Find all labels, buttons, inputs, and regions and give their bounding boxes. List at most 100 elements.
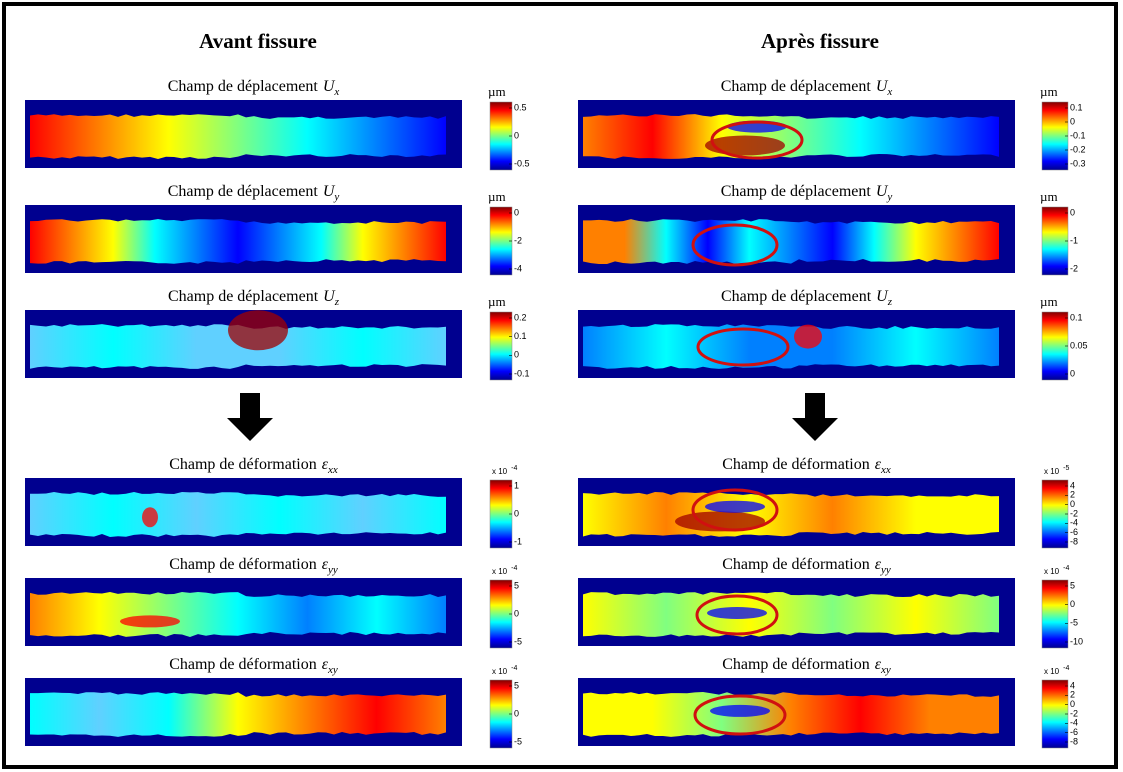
colorbar-tick-label: -8 <box>1070 736 1078 746</box>
panel-title: Champ de déplacement Ux <box>721 78 893 98</box>
specimen-field <box>583 324 999 369</box>
scale-exponent: -4 <box>1063 665 1069 672</box>
panel-title: Champ de déformation εxx <box>169 456 338 476</box>
panel-symbol: ε <box>875 656 882 673</box>
panel-label: Champ de déformation <box>169 656 317 673</box>
specimen-field <box>583 692 999 737</box>
specimen-field <box>30 114 446 159</box>
colorbar-tick-label: 0 <box>1070 499 1075 509</box>
panel-subscript: xx <box>880 464 891 476</box>
panel-subscript: y <box>333 191 339 203</box>
panel-subscript: yy <box>880 564 891 576</box>
colorbar <box>1041 579 1069 649</box>
field-feature <box>705 135 785 156</box>
colorbar-tick-label: -10 <box>1070 636 1083 646</box>
colorbar-tick-label: -8 <box>1070 536 1078 546</box>
colorbar <box>1041 479 1069 549</box>
scale-exponent: -5 <box>1063 465 1069 472</box>
colorbar-scale: x 10 -4 <box>492 465 517 476</box>
panel-label: Champ de déplacement <box>721 78 872 95</box>
colorbar-tick-label: 0 <box>514 608 519 618</box>
colorbar-tick-label: 0 <box>514 708 519 718</box>
colorbar <box>1041 679 1069 749</box>
colorbar-tick-label: -5 <box>514 636 522 646</box>
specimen-field <box>583 492 999 537</box>
panel-subscript: xx <box>327 464 338 476</box>
colorbar-tick-label: -0.2 <box>1070 144 1086 154</box>
panel-symbol: U <box>876 78 889 95</box>
colorbar-tick-label: 0.05 <box>1070 340 1088 350</box>
colorbar <box>489 311 513 381</box>
colorbar-tick-label: 0 <box>1070 599 1075 609</box>
crack-marker <box>691 488 779 532</box>
panel-title: Champ de déformation εyy <box>169 556 338 576</box>
colorbar-tick-label: -0.3 <box>1070 158 1086 168</box>
panel-symbol: ε <box>322 656 329 673</box>
scale-base: x 10 <box>1044 567 1060 576</box>
panel-title: Champ de déformation εxy <box>169 656 338 676</box>
scale-base: x 10 <box>492 467 508 476</box>
panel-subscript: y <box>886 191 892 203</box>
colorbar-tick-label: 0.5 <box>514 102 527 112</box>
specimen-field <box>30 592 446 637</box>
colorbar-tick-label: -2 <box>1070 508 1078 518</box>
colorbar-tick-label: -0.5 <box>514 158 530 168</box>
panel-label: Champ de déplacement <box>721 288 872 305</box>
field-feature <box>707 607 767 619</box>
colorbar-tick-label: -0.1 <box>514 368 530 378</box>
specimen-field <box>30 324 446 369</box>
column-title: Avant fissure <box>199 29 317 53</box>
panel-label: Champ de déplacement <box>168 78 319 95</box>
colorbar-unit: µm <box>1040 84 1058 99</box>
field-feature <box>120 615 180 628</box>
colorbar-scale: x 10 -4 <box>1044 665 1069 676</box>
colorbar-tick-label: 0 <box>514 350 519 360</box>
colorbar-tick-label: 4 <box>1070 680 1075 690</box>
panel-subscript: xy <box>327 664 338 676</box>
scale-base: x 10 <box>492 567 508 576</box>
field-feature <box>675 511 765 532</box>
panel-subscript: xy <box>880 664 891 676</box>
colorbar-tick-label: -5 <box>514 736 522 746</box>
crack-marker <box>695 594 779 636</box>
colorbar-tick-label: 0.2 <box>514 312 527 322</box>
panel-symbol: U <box>876 183 889 200</box>
field-feature <box>710 704 770 717</box>
panel-label: Champ de déformation <box>722 656 870 673</box>
specimen-field <box>30 492 446 537</box>
panel-subscript: z <box>334 296 340 308</box>
colorbar-tick-label: 1 <box>514 480 519 490</box>
colorbar-tick-label: 0.1 <box>1070 102 1083 112</box>
panel-symbol: U <box>323 183 336 200</box>
panel-title: Champ de déformation εyy <box>722 556 891 576</box>
colorbar-unit: µm <box>1040 189 1058 204</box>
colorbar-tick-label: 0 <box>1070 116 1075 126</box>
colorbar <box>489 479 513 549</box>
colorbar-tick-label: 5 <box>514 680 519 690</box>
panel-symbol: ε <box>875 456 882 473</box>
colorbar <box>489 679 513 749</box>
specimen-field <box>30 692 446 737</box>
scale-exponent: -4 <box>511 565 517 572</box>
colorbar-scale: x 10 -4 <box>1044 565 1069 576</box>
colorbar <box>489 579 513 649</box>
colorbar-tick-label: -4 <box>514 263 522 273</box>
colorbar-tick-label: 0 <box>1070 207 1075 217</box>
arrow <box>792 393 838 441</box>
field-feature <box>705 500 765 513</box>
panel-title: Champ de déplacement Uy <box>721 183 893 203</box>
colorbar-tick-label: -5 <box>1070 618 1078 628</box>
colorbar-tick-label: -2 <box>1070 263 1078 273</box>
colorbar-unit: µm <box>488 189 506 204</box>
scale-exponent: -4 <box>511 465 517 472</box>
scale-base: x 10 <box>1044 667 1060 676</box>
colorbar-tick-label: -4 <box>1070 518 1078 528</box>
panel-label: Champ de déplacement <box>168 183 319 200</box>
colorbar <box>1041 206 1069 276</box>
colorbar-tick-label: 0 <box>514 508 519 518</box>
panel-subscript: z <box>887 296 893 308</box>
colorbar-tick-label: -1 <box>1070 235 1078 245</box>
colorbar-tick-label: 0 <box>514 207 519 217</box>
colorbar-unit: µm <box>488 84 506 99</box>
panel-title: Champ de déplacement Uz <box>168 288 340 308</box>
